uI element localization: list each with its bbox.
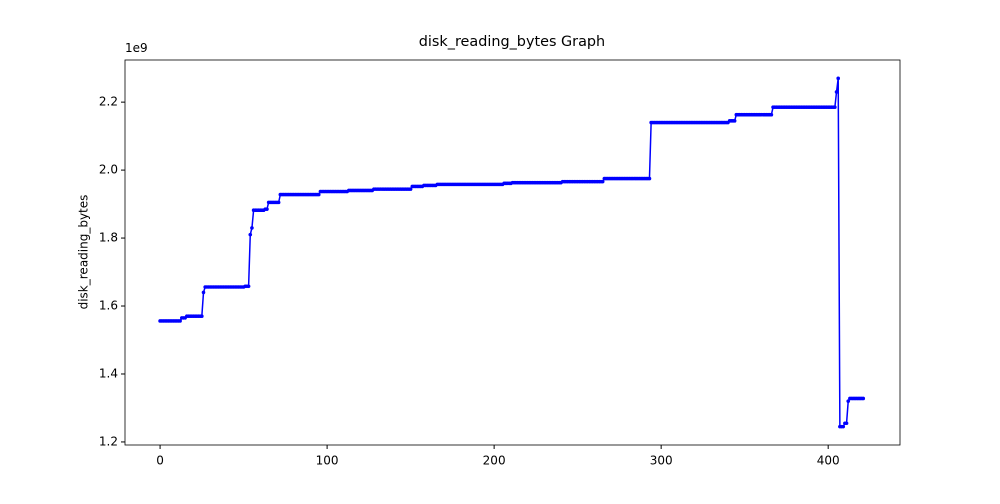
data-point xyxy=(732,119,737,123)
x-tick-label: 200 xyxy=(483,454,506,468)
data-point xyxy=(408,187,413,191)
data-point xyxy=(833,105,837,110)
data-point xyxy=(647,176,652,181)
y-tick-label: 1.8 xyxy=(99,231,118,245)
data-point xyxy=(836,76,841,81)
data-point xyxy=(248,232,253,237)
data-point xyxy=(201,290,206,295)
data-point xyxy=(861,396,866,401)
y-tick-label: 1.2 xyxy=(99,434,118,448)
data-point xyxy=(178,319,182,323)
y-tick-label: 2.0 xyxy=(99,163,118,177)
y-tick-label: 2.2 xyxy=(99,95,118,109)
data-point xyxy=(769,112,774,117)
x-tick-label: 100 xyxy=(316,454,339,468)
data-point xyxy=(276,200,281,205)
y-offset-label: 1e9 xyxy=(125,41,148,55)
x-tick-label: 400 xyxy=(817,454,840,468)
data-point xyxy=(841,424,846,429)
data-point xyxy=(200,314,204,319)
data-point xyxy=(844,421,849,426)
x-tick-label: 300 xyxy=(650,454,673,468)
data-point xyxy=(265,207,269,211)
x-tick-label: 0 xyxy=(156,454,164,468)
y-tick-label: 1.6 xyxy=(99,299,118,313)
data-point xyxy=(316,192,321,197)
plot-frame xyxy=(124,59,901,446)
data-point xyxy=(250,226,254,230)
y-axis-label: disk_reading_bytes xyxy=(77,195,91,310)
chart-title: disk_reading_bytes Graph xyxy=(419,34,605,50)
data-point xyxy=(846,399,851,403)
data-point xyxy=(834,90,839,94)
data-point xyxy=(600,179,605,184)
y-tick-label: 1.4 xyxy=(99,366,118,380)
data-point xyxy=(246,284,251,289)
